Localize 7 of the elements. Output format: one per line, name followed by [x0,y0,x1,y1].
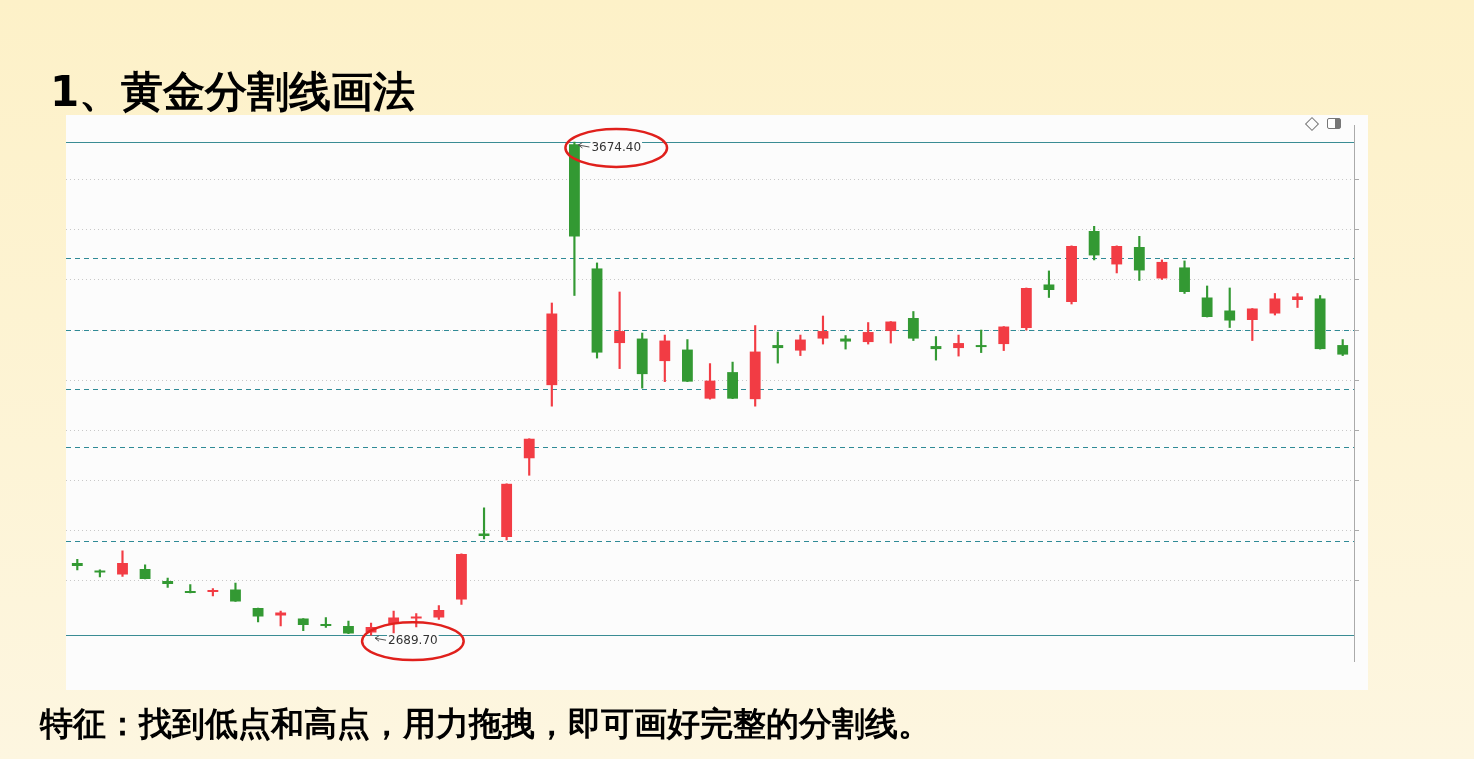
candlestick [1292,293,1303,308]
chart-title: 1、黄金分割线画法 [50,66,416,118]
annotation: 3674.40 [591,140,642,155]
annotation: 2689.70 [388,633,438,648]
text: 特征：找到低点和高点，用力拖拽，即可画好完整的分割线。 [40,703,931,745]
candlestick [840,335,851,350]
candlestick [953,334,964,357]
